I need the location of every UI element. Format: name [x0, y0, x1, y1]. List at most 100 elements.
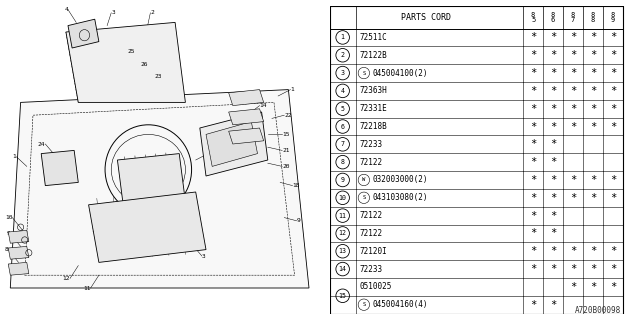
Text: *: *: [570, 193, 576, 203]
Text: *: *: [530, 32, 536, 43]
Text: *: *: [610, 122, 616, 132]
Text: *: *: [550, 139, 556, 149]
Text: S: S: [362, 302, 365, 307]
Text: *: *: [610, 193, 616, 203]
Text: *: *: [530, 228, 536, 238]
Polygon shape: [10, 90, 309, 288]
Text: *: *: [610, 32, 616, 43]
Text: *: *: [590, 175, 596, 185]
Text: *: *: [610, 264, 616, 274]
Text: 26: 26: [140, 61, 148, 67]
Text: 18: 18: [292, 183, 300, 188]
Text: *: *: [590, 50, 596, 60]
Text: 8: 8: [340, 159, 345, 165]
Text: 12: 12: [339, 230, 347, 236]
Text: W: W: [362, 178, 365, 182]
Text: A720B00098: A720B00098: [575, 306, 621, 315]
Text: 15: 15: [339, 293, 347, 299]
Text: 14: 14: [260, 103, 267, 108]
Text: *: *: [550, 157, 556, 167]
Text: 8
7: 8 7: [571, 12, 575, 23]
Text: 12: 12: [63, 276, 70, 281]
Text: *: *: [590, 122, 596, 132]
Text: *: *: [550, 211, 556, 220]
Text: *: *: [570, 86, 576, 96]
Text: *: *: [590, 193, 596, 203]
Text: 17: 17: [253, 122, 261, 127]
Text: *: *: [530, 122, 536, 132]
Text: 14: 14: [339, 266, 347, 272]
Text: *: *: [530, 139, 536, 149]
Text: *: *: [550, 175, 556, 185]
Text: 7: 7: [340, 141, 345, 147]
Text: 72122B: 72122B: [360, 51, 387, 60]
Text: *: *: [530, 50, 536, 60]
Text: *: *: [550, 300, 556, 310]
Text: S: S: [362, 195, 365, 200]
Text: *: *: [610, 86, 616, 96]
Polygon shape: [8, 246, 29, 259]
Text: *: *: [530, 193, 536, 203]
Text: *: *: [590, 86, 596, 96]
Text: 72233: 72233: [360, 140, 383, 149]
Text: 8: 8: [4, 247, 8, 252]
Text: *: *: [550, 193, 556, 203]
Text: *: *: [530, 264, 536, 274]
Text: 11: 11: [83, 285, 91, 291]
Text: *: *: [530, 211, 536, 220]
Text: 72363H: 72363H: [360, 86, 387, 95]
Text: 9: 9: [297, 218, 300, 223]
Text: *: *: [570, 122, 576, 132]
Text: *: *: [610, 246, 616, 256]
Text: 8
8: 8 8: [591, 12, 595, 23]
Text: 9: 9: [340, 177, 345, 183]
Text: S: S: [362, 71, 365, 76]
Polygon shape: [228, 109, 264, 125]
Text: *: *: [550, 246, 556, 256]
Polygon shape: [68, 19, 99, 48]
Text: 3: 3: [340, 70, 345, 76]
Text: *: *: [610, 104, 616, 114]
Text: 72122: 72122: [360, 229, 383, 238]
Polygon shape: [8, 230, 29, 243]
Text: 10: 10: [5, 215, 12, 220]
Text: 23: 23: [154, 74, 162, 79]
Text: *: *: [570, 104, 576, 114]
Text: *: *: [550, 32, 556, 43]
Text: 15: 15: [282, 132, 290, 137]
Text: 8
9: 8 9: [611, 12, 615, 23]
Text: *: *: [530, 68, 536, 78]
Text: 13: 13: [92, 228, 99, 233]
Text: PARTS CORD: PARTS CORD: [401, 13, 451, 22]
Text: 25: 25: [128, 49, 135, 54]
Polygon shape: [117, 154, 186, 208]
Polygon shape: [200, 112, 268, 176]
Text: 72120I: 72120I: [360, 247, 387, 256]
Text: 14: 14: [140, 247, 148, 252]
Text: 10: 10: [339, 195, 347, 201]
Text: *: *: [610, 50, 616, 60]
Text: 22: 22: [284, 113, 292, 118]
Text: *: *: [610, 175, 616, 185]
Text: 032003000(2): 032003000(2): [372, 175, 428, 184]
Text: 045004100(2): 045004100(2): [372, 68, 428, 77]
Text: *: *: [550, 68, 556, 78]
Polygon shape: [228, 128, 264, 144]
Text: 72233: 72233: [360, 265, 383, 274]
Text: *: *: [530, 104, 536, 114]
Text: 15: 15: [247, 154, 255, 159]
Text: *: *: [550, 228, 556, 238]
Text: 72122: 72122: [360, 211, 383, 220]
Text: 20: 20: [282, 164, 290, 169]
Text: 1: 1: [340, 35, 345, 40]
Text: *: *: [590, 246, 596, 256]
Text: 7: 7: [130, 212, 134, 217]
Text: 5: 5: [340, 106, 345, 112]
Text: 8
6: 8 6: [551, 12, 556, 23]
Polygon shape: [206, 122, 257, 166]
Text: 72331E: 72331E: [360, 104, 387, 113]
Text: *: *: [550, 104, 556, 114]
Polygon shape: [66, 22, 186, 102]
Polygon shape: [88, 192, 206, 262]
Polygon shape: [41, 150, 78, 186]
